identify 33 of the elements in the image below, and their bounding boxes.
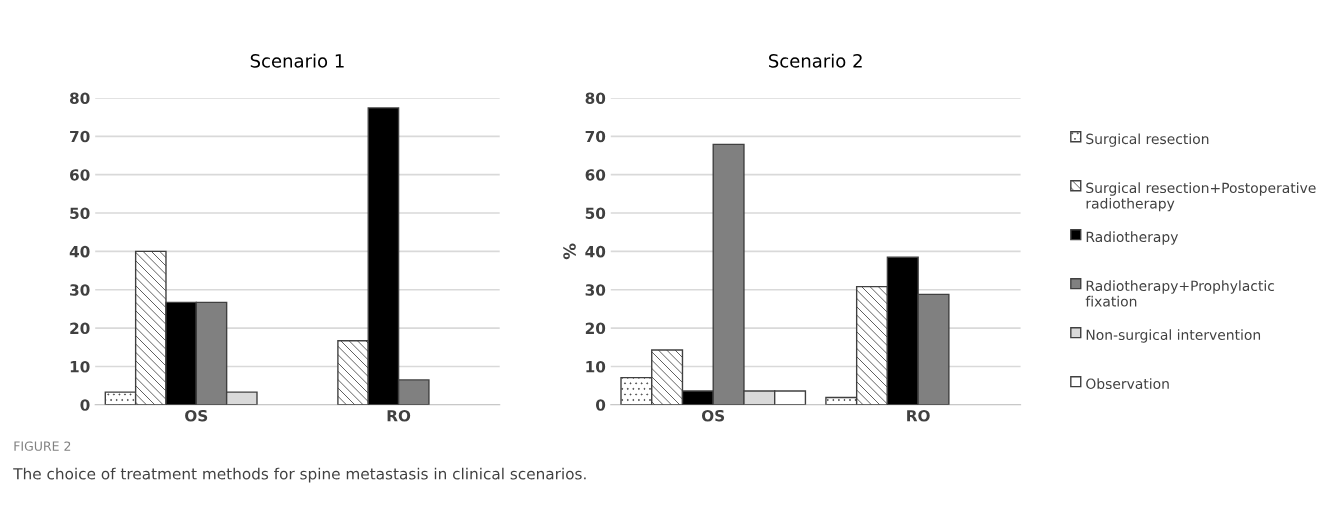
y-tick-label: 80 bbox=[70, 92, 90, 104]
y-tick-label: 40 bbox=[585, 245, 606, 258]
y-tick-label: 30 bbox=[585, 284, 606, 296]
x-tick-label: OS bbox=[185, 409, 208, 422]
y-tick-label: 20 bbox=[70, 322, 90, 335]
y-tick-label: 80 bbox=[585, 92, 606, 104]
y-tick-label: 40 bbox=[69, 245, 90, 258]
y-tick-label: 50 bbox=[70, 207, 90, 220]
legend-label: Non-surgical intervention bbox=[1086, 329, 1261, 343]
y-tick-label: 0 bbox=[80, 399, 90, 411]
text: The choice of treatment methods for spine metastasis in clinical scenarios. bbox=[13, 467, 586, 483]
y-tick-label: 20 bbox=[585, 322, 606, 335]
y-tick-label: 70 bbox=[70, 130, 90, 143]
x-tick-label: RO bbox=[907, 409, 930, 422]
y-tick-label: 10 bbox=[70, 360, 90, 373]
y-tick-label: 60 bbox=[70, 169, 90, 181]
y-tick-label: 30 bbox=[70, 284, 90, 296]
x-tick-label: RO bbox=[387, 409, 411, 422]
chart-title: Scenario 1 bbox=[250, 53, 344, 68]
caption: FIGURE 2 bbox=[14, 441, 71, 451]
legend-label: Radiotherapy bbox=[1086, 231, 1179, 245]
legend-label: Radiotherapy+Prophylactic fixation bbox=[1085, 280, 1275, 307]
x-tick-label: OS bbox=[701, 409, 725, 422]
y-tick-label: 60 bbox=[585, 169, 606, 181]
y-tick-label: 50 bbox=[585, 207, 606, 220]
y-tick-label: 0 bbox=[596, 399, 606, 411]
y-tick-label: 10 bbox=[586, 360, 606, 373]
legend-label: Surgical resection bbox=[1086, 133, 1209, 147]
chart-title: Scenario 2 bbox=[769, 53, 862, 68]
legend-label: Surgical resection+Postoperative radiotherapy bbox=[1086, 182, 1316, 212]
y-axis-title: % bbox=[563, 243, 576, 260]
legend-label: Observation bbox=[1086, 378, 1169, 389]
y-tick-label: 70 bbox=[585, 130, 606, 143]
